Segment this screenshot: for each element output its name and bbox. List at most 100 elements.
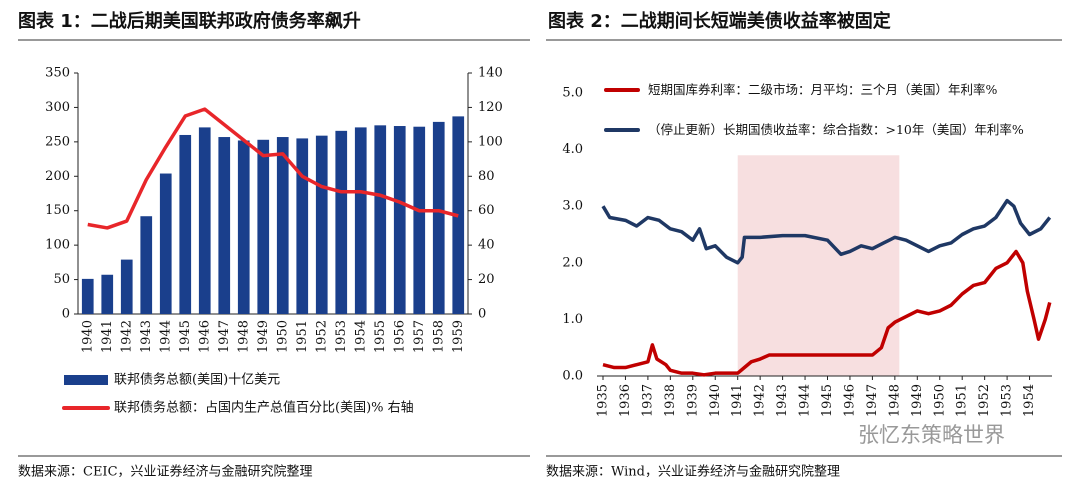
x-tick-label: 1942 [119,320,134,353]
x-tick-label: 1941 [100,320,115,353]
x-tick-label: 1954 [1022,384,1037,417]
x-tick-label: 1953 [334,320,349,353]
x-tick-label: 1944 [798,384,813,417]
y-tick-label: 0 [62,307,70,322]
y2-tick-label: 140 [478,66,503,81]
legend-entry: 短期国库券利率：二级市场：月平均：三个月（美国）年利率% [604,80,1044,99]
legend-label: （停止更新）长期国债收益率：综合指数：>10年（美国）年利率% [648,122,1024,137]
x-tick-label: 1943 [139,320,154,353]
x-tick-label: 1949 [910,384,925,417]
x-tick-label: 1952 [977,384,992,417]
x-tick-label: 1955 [373,320,388,353]
x-tick-label: 1941 [730,384,745,417]
x-tick-label: 1950 [932,384,947,417]
x-tick-label: 1945 [178,320,193,353]
x-tick-label: 1940 [708,384,723,417]
bar [140,216,153,314]
x-tick-label: 1949 [256,320,271,353]
source: 数据来源：Wind，兴业证券经济与金融研究院整理 [546,464,840,480]
bar [179,134,192,314]
x-tick-label: 1951 [955,384,970,417]
bar [374,125,387,315]
legend-entry: （停止更新）长期国债收益率：综合指数：>10年（美国）年利率% [604,120,1044,139]
y-tick-label: 150 [45,203,70,218]
y-tick-label: 350 [45,66,70,81]
x-tick-label: 1942 [753,384,768,417]
bar [354,127,367,314]
x-tick-label: 1939 [685,384,700,417]
bar [257,139,270,314]
x-tick-label: 1944 [158,320,173,353]
x-tick-label: 1958 [431,320,446,353]
x-tick-label: 1948 [236,320,251,353]
legend-swatch [64,375,108,385]
x-tick-label: 1936 [618,384,633,417]
legend-swatch [604,88,640,92]
bar [315,135,328,314]
x-tick-label: 1956 [392,320,407,353]
y2-tick-label: 40 [478,238,495,253]
y-tick-label: 4.0 [562,142,583,157]
x-tick-label: 1940 [80,320,95,353]
x-tick-label: 1948 [887,384,902,417]
legend-label: 短期国库券利率：二级市场：月平均：三个月（美国）年利率% [648,82,998,97]
y-tick-label: 3.0 [562,199,583,214]
y-tick-label: 100 [45,238,70,253]
x-tick-label: 1954 [353,320,368,353]
bar [159,173,172,314]
y-tick-label: 0.0 [562,369,583,384]
line [87,107,459,230]
y2-tick-label: 100 [478,134,503,149]
source: 数据来源：CEIC，兴业证券经济与金融研究院整理 [18,464,313,480]
x-tick-label: 1951 [295,320,310,353]
bar [120,259,133,314]
bar [432,121,445,314]
y-tick-label: 200 [45,169,70,184]
bar [81,278,94,314]
x-tick-label: 1937 [640,384,655,417]
x-tick-label: 1957 [412,320,427,353]
y-tick-label: 50 [53,272,70,287]
x-tick-label: 1959 [451,320,466,353]
y2-tick-label: 60 [478,203,495,218]
x-tick-label: 1938 [663,384,678,417]
bar [296,138,309,314]
watermark: 张忆东策略世界 [858,423,1005,447]
legend-swatch [604,128,640,132]
bar [393,126,406,315]
x-tick-label: 1953 [1000,384,1015,417]
y-tick-label: 1.0 [562,312,583,327]
x-tick-label: 1946 [197,320,212,353]
line [602,249,1052,377]
shaded-range [737,155,900,376]
y2-tick-label: 0 [478,307,486,322]
x-tick-label: 1950 [275,320,290,353]
x-tick-label: 1945 [820,384,835,417]
bar [101,274,114,314]
legend-label: 联邦债务总额(美国)十亿美元 [114,372,280,388]
legend-label: 联邦债务总额：占国内生产总值百分比(美国)% 右轴 [114,400,414,416]
x-tick-label: 1935 [596,384,611,417]
y-tick-label: 5.0 [562,86,583,101]
x-tick-label: 1947 [217,320,232,353]
x-tick-label: 1952 [314,320,329,353]
y-tick-label: 2.0 [562,255,583,270]
bar [413,126,426,314]
x-tick-label: 1943 [775,384,790,417]
bar [218,137,231,314]
y-tick-label: 250 [45,134,70,149]
chart-title: 图表 2：二战期间长短端美债收益率被固定 [548,10,891,32]
bar [335,130,348,314]
bar [237,140,250,314]
x-tick-label: 1947 [865,384,880,417]
y2-tick-label: 20 [478,272,495,287]
bar [276,137,289,314]
y-tick-label: 300 [45,100,70,115]
chart-title: 图表 1：二战后期美国联邦政府债务率飙升 [18,10,361,32]
x-tick-label: 1946 [842,384,857,417]
y2-tick-label: 80 [478,169,495,184]
bar [198,127,211,314]
y2-tick-label: 120 [478,100,503,115]
